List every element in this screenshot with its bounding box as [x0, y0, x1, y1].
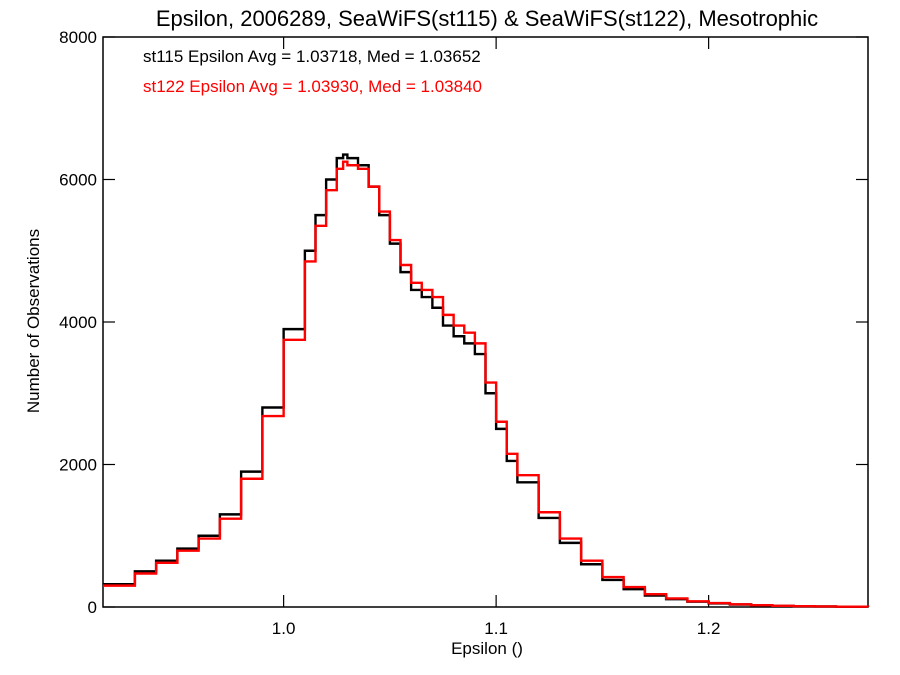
- y-tick-label: 6000: [59, 171, 97, 190]
- x-tick-label: 1.0: [272, 619, 296, 638]
- y-tick-label: 0: [88, 598, 97, 617]
- y-axis-ticks: 0 2000 4000 6000 8000: [59, 28, 868, 617]
- series-layer: [103, 153, 870, 608]
- y-tick-label: 8000: [59, 28, 97, 47]
- annotation-1: st122 Epsilon Avg = 1.03930, Med = 1.038…: [143, 77, 482, 96]
- y-tick-label: 4000: [59, 313, 97, 332]
- annotations: st115 Epsilon Avg = 1.03718, Med = 1.036…: [143, 47, 482, 96]
- x-tick-label: 1.2: [697, 619, 721, 638]
- annotation-0: st115 Epsilon Avg = 1.03718, Med = 1.036…: [143, 47, 481, 66]
- x-axis-label: Epsilon (): [451, 639, 523, 658]
- x-axis-ticks: 1.0 1.1 1.2: [272, 37, 721, 638]
- series-line-1: [103, 160, 870, 608]
- y-axis-label: Number of Observations: [24, 229, 43, 413]
- chart-title: Epsilon, 2006289, SeaWiFS(st115) & SeaWi…: [156, 6, 818, 31]
- x-tick-label: 1.1: [484, 619, 508, 638]
- plot-frame: [102, 36, 869, 608]
- y-tick-label: 2000: [59, 456, 97, 475]
